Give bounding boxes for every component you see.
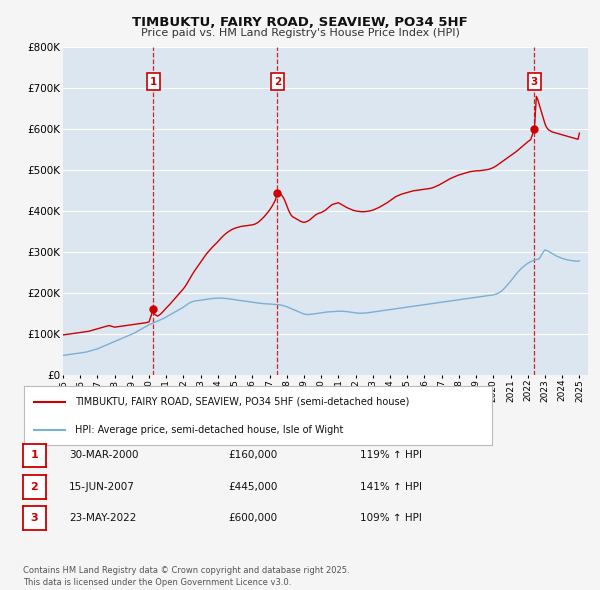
Text: TIMBUKTU, FAIRY ROAD, SEAVIEW, PO34 5HF: TIMBUKTU, FAIRY ROAD, SEAVIEW, PO34 5HF [132,16,468,29]
Text: 23-MAY-2022: 23-MAY-2022 [69,513,136,523]
Text: 3: 3 [531,77,538,87]
Text: 1: 1 [31,451,38,460]
Text: 30-MAR-2000: 30-MAR-2000 [69,451,139,460]
Text: £600,000: £600,000 [228,513,277,523]
Text: 109% ↑ HPI: 109% ↑ HPI [360,513,422,523]
Text: 1: 1 [149,77,157,87]
Text: 141% ↑ HPI: 141% ↑ HPI [360,482,422,491]
Text: Price paid vs. HM Land Registry's House Price Index (HPI): Price paid vs. HM Land Registry's House … [140,28,460,38]
Text: £160,000: £160,000 [228,451,277,460]
Text: 119% ↑ HPI: 119% ↑ HPI [360,451,422,460]
Text: HPI: Average price, semi-detached house, Isle of Wight: HPI: Average price, semi-detached house,… [76,425,344,435]
Text: Contains HM Land Registry data © Crown copyright and database right 2025.
This d: Contains HM Land Registry data © Crown c… [23,566,349,587]
Text: 2: 2 [31,482,38,491]
Text: TIMBUKTU, FAIRY ROAD, SEAVIEW, PO34 5HF (semi-detached house): TIMBUKTU, FAIRY ROAD, SEAVIEW, PO34 5HF … [76,397,410,407]
Text: 3: 3 [31,513,38,523]
Text: 2: 2 [274,77,281,87]
Text: 15-JUN-2007: 15-JUN-2007 [69,482,135,491]
Text: £445,000: £445,000 [228,482,277,491]
